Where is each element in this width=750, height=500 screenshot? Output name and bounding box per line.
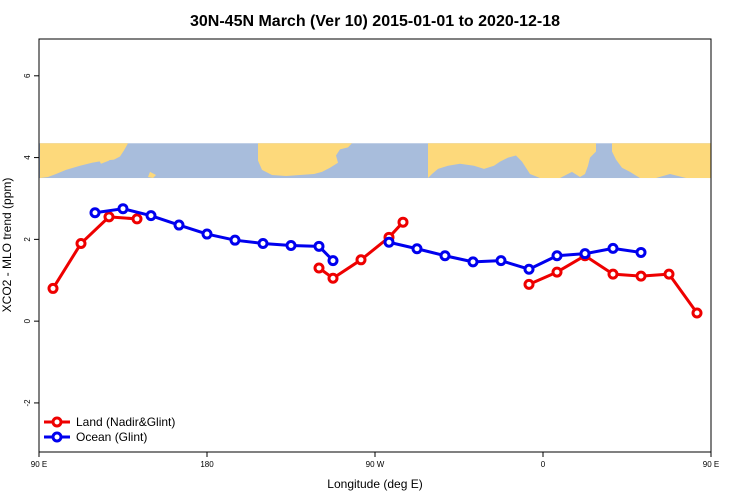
data-point — [327, 255, 339, 267]
x-tick-label: 0 — [541, 460, 546, 469]
series-ocean-glint — [89, 203, 647, 275]
data-point — [607, 242, 619, 254]
data-point — [103, 211, 115, 223]
x-tick-label: 90 W — [366, 460, 385, 469]
data-point — [145, 210, 157, 222]
data-point — [229, 234, 241, 246]
y-tick-label: 0 — [23, 318, 32, 323]
series-line — [388, 240, 642, 271]
x-axis-label: Longitude (deg E) — [327, 477, 422, 491]
land-shape — [490, 150, 500, 158]
legend-land-label: Land (Nadir&Glint) — [76, 415, 175, 429]
ocean-band — [39, 143, 711, 179]
legend-ocean-marker — [51, 431, 63, 443]
world-map-band — [39, 143, 711, 179]
data-point — [355, 254, 367, 266]
data-point — [467, 256, 479, 268]
series-line — [94, 207, 335, 262]
data-point — [117, 203, 129, 215]
series-line — [318, 221, 405, 280]
data-point — [131, 213, 143, 225]
data-point — [551, 250, 563, 262]
legend-land-marker — [51, 416, 63, 428]
series-line — [51, 215, 138, 290]
data-point — [635, 246, 647, 258]
y-tick-label: 4 — [23, 155, 32, 160]
data-point — [75, 237, 87, 249]
data-point — [47, 282, 59, 294]
x-tick-label: 180 — [200, 460, 214, 469]
chart-title: 30N-45N March (Ver 10) 2015-01-01 to 202… — [190, 13, 560, 30]
data-point — [313, 262, 325, 274]
y-tick-label: -2 — [23, 399, 32, 407]
y-axis-label: XCO2 - MLO trend (ppm) — [0, 178, 14, 313]
data-point — [523, 263, 535, 275]
series-land-nadir-glint — [47, 211, 703, 319]
land-shape — [612, 143, 711, 179]
land-shape — [650, 150, 660, 166]
data-point — [551, 266, 563, 278]
land-shape — [462, 148, 476, 159]
x-tick-label: 90 E — [703, 460, 719, 469]
data-point — [495, 255, 507, 267]
y-axis: -2 0 2 4 6 — [23, 73, 39, 406]
data-point — [89, 207, 101, 219]
data-point — [439, 250, 451, 262]
data-point — [383, 236, 395, 248]
data-point — [327, 272, 339, 284]
land-shape — [98, 151, 112, 164]
data-point — [663, 268, 675, 280]
y-tick-label: 2 — [23, 237, 32, 242]
data-point — [523, 278, 535, 290]
x-tick-label: 90 E — [31, 460, 47, 469]
data-point — [257, 237, 269, 249]
series-line — [528, 254, 699, 314]
legend-ocean-label: Ocean (Glint) — [76, 430, 147, 444]
data-point — [285, 240, 297, 251]
data-point — [607, 268, 619, 280]
data-point — [397, 216, 409, 228]
land-shape — [258, 143, 352, 176]
data-point — [201, 228, 213, 240]
data-point — [313, 240, 325, 252]
x-axis: 90 E 180 90 W 0 90 E — [31, 452, 719, 469]
data-point — [173, 219, 185, 231]
legend: Land (Nadir&Glint) Ocean (Glint) — [44, 415, 175, 444]
data-point — [579, 248, 591, 260]
data-point — [411, 243, 423, 255]
data-point — [635, 270, 647, 282]
land-shape — [148, 171, 156, 179]
data-point — [691, 307, 703, 319]
y-tick-label: 6 — [23, 73, 32, 78]
series-layer — [47, 203, 703, 319]
